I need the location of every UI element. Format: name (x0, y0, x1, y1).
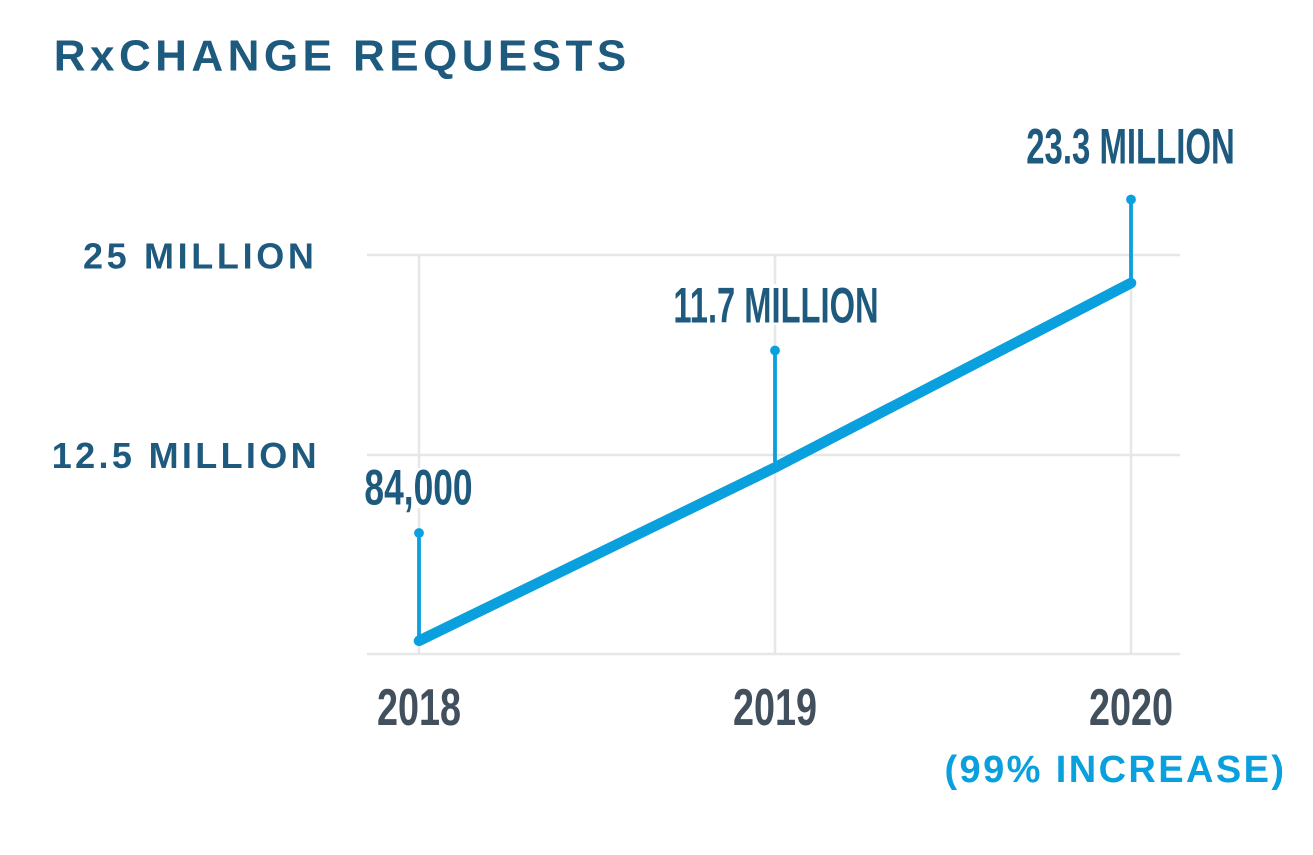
svg-text:2018: 2018 (377, 678, 461, 736)
svg-text:25 MILLION: 25 MILLION (83, 236, 318, 277)
svg-text:84,000: 84,000 (364, 461, 472, 516)
svg-text:2020: 2020 (1089, 678, 1173, 736)
svg-text:2019: 2019 (733, 678, 817, 736)
svg-text:RxCHANGE REQUESTS: RxCHANGE REQUESTS (54, 32, 631, 81)
svg-text:(99% INCREASE): (99% INCREASE) (945, 749, 1287, 791)
svg-text:12.5 MILLION: 12.5 MILLION (52, 435, 320, 476)
svg-text:23.3 MILLION: 23.3 MILLION (1026, 118, 1235, 174)
svg-text:11.7 MILLION: 11.7 MILLION (673, 277, 878, 333)
